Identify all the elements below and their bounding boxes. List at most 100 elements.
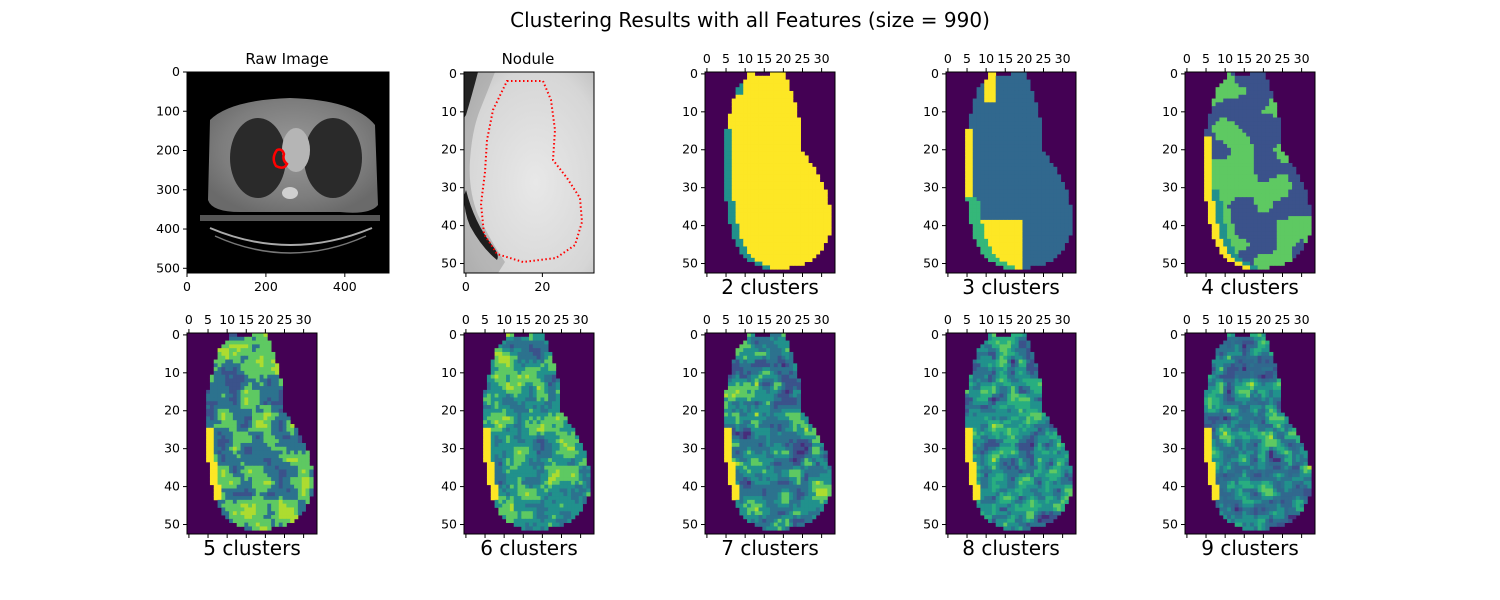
heatmap-cell: [483, 405, 488, 410]
heatmap-cell: [236, 435, 241, 440]
heatmap-cell: [1261, 235, 1266, 240]
heatmap-cell: [1307, 219, 1312, 225]
heatmap-cell: [976, 140, 981, 145]
heatmap-cell: [1261, 246, 1266, 251]
heatmap-cell: [536, 367, 541, 372]
heatmap-cell: [248, 473, 253, 478]
heatmap-cell: [1045, 197, 1050, 202]
heatmap-cell: [502, 359, 507, 364]
y-tick-label: 50: [682, 256, 698, 271]
heatmap-cell: [766, 121, 771, 126]
heatmap-cell: [213, 374, 218, 379]
heatmap-cell: [796, 257, 801, 263]
heatmap-cell: [1299, 185, 1304, 190]
heatmap-cell: [490, 370, 495, 376]
heatmap-cell: [206, 389, 211, 395]
heatmap-cell: [217, 386, 222, 391]
heatmap-cell: [1215, 151, 1220, 156]
heatmap-cell: [1230, 147, 1236, 153]
heatmap-cell: [1026, 155, 1031, 160]
heatmap-cell: [252, 488, 257, 493]
heatmap-cell: [995, 261, 1000, 266]
heatmap-cell: [1288, 170, 1293, 175]
heatmap-cell: [1234, 235, 1239, 240]
heatmap-cell: [502, 348, 507, 353]
heatmap-cell: [1238, 113, 1243, 118]
heatmap-cell: [988, 193, 993, 198]
heatmap-cell: [762, 197, 767, 202]
heatmap-cell: [1272, 208, 1278, 213]
heatmap-cell: [1204, 159, 1209, 164]
heatmap-cell: [972, 98, 977, 103]
heatmap-cell: [294, 503, 299, 508]
heatmap-cell: [1007, 94, 1012, 99]
heatmap-cell: [271, 367, 276, 372]
heatmap-cell: [781, 94, 786, 99]
heatmap-cell: [808, 204, 813, 209]
heatmap-cell: [259, 367, 264, 372]
heatmap-cell: [815, 223, 821, 228]
heatmap-cell: [1003, 79, 1008, 84]
heatmap-cell: [743, 87, 748, 92]
heatmap-cell: [274, 367, 280, 372]
heatmap-cell: [750, 242, 756, 247]
heatmap-cell: [988, 79, 993, 84]
heatmap-cell: [267, 386, 272, 391]
heatmap-cell: [1253, 144, 1259, 149]
heatmap-cell: [221, 473, 226, 478]
heatmap-cell: [1272, 246, 1278, 251]
heatmap-cell: [1211, 159, 1216, 164]
heatmap-cell: [525, 370, 530, 376]
heatmap-cell: [278, 484, 283, 489]
heatmap-cell: [1265, 223, 1270, 228]
heatmap-cell: [1223, 204, 1228, 209]
heatmap-cell: [991, 235, 997, 240]
heatmap-cell: [750, 159, 756, 164]
heatmap-cell: [229, 477, 234, 482]
heatmap-cell: [781, 204, 786, 209]
heatmap-cell: [1041, 208, 1046, 213]
heatmap-cell: [1007, 102, 1012, 107]
heatmap-cell: [735, 117, 740, 122]
heatmap-cell: [290, 435, 295, 440]
heatmap-cell: [1041, 163, 1046, 168]
heatmap-cell: [999, 189, 1004, 194]
heatmap-cell: [1022, 189, 1027, 194]
heatmap-cell: [1246, 117, 1251, 122]
heatmap-cell: [1269, 147, 1274, 153]
heatmap-cell: [827, 212, 832, 217]
heatmap-cell: [263, 503, 268, 508]
heatmap-cell: [804, 189, 809, 194]
heatmap-cell: [1007, 181, 1012, 187]
heatmap-cell: [521, 363, 526, 368]
heatmap-cell: [747, 174, 752, 179]
heatmap-cell: [1265, 185, 1270, 190]
heatmap-cell: [1014, 113, 1020, 118]
heatmap-cell: [532, 370, 538, 376]
heatmap-cell: [252, 405, 257, 410]
heatmap-cell: [735, 238, 740, 244]
heatmap-cell: [1269, 170, 1274, 175]
x-tick-label: 5: [963, 51, 971, 66]
heatmap-cell: [1207, 140, 1213, 145]
heatmap-cell: [804, 254, 809, 259]
heatmap-cell: [1227, 178, 1232, 183]
x-tick-label: 10: [1217, 51, 1233, 66]
heatmap-cell: [240, 427, 245, 432]
heatmap-cell: [1211, 113, 1216, 118]
heatmap-cell: [777, 250, 782, 255]
heatmap-cell: [1276, 231, 1281, 236]
heatmap-cell: [1022, 204, 1027, 209]
heatmap-cell: [1250, 238, 1255, 244]
heatmap-cell: [252, 355, 257, 360]
heatmap-cell: [1068, 208, 1073, 213]
heatmap-cell: [252, 348, 257, 353]
heatmap-cell: [521, 393, 526, 398]
heatmap-cell: [739, 144, 744, 149]
heatmap-cell: [1250, 140, 1255, 145]
heatmap-cell: [796, 216, 801, 221]
heatmap-cell: [271, 484, 276, 489]
heatmap-cell: [988, 144, 993, 149]
heatmap-cell: [999, 261, 1004, 266]
heatmap-cell: [1227, 238, 1232, 244]
